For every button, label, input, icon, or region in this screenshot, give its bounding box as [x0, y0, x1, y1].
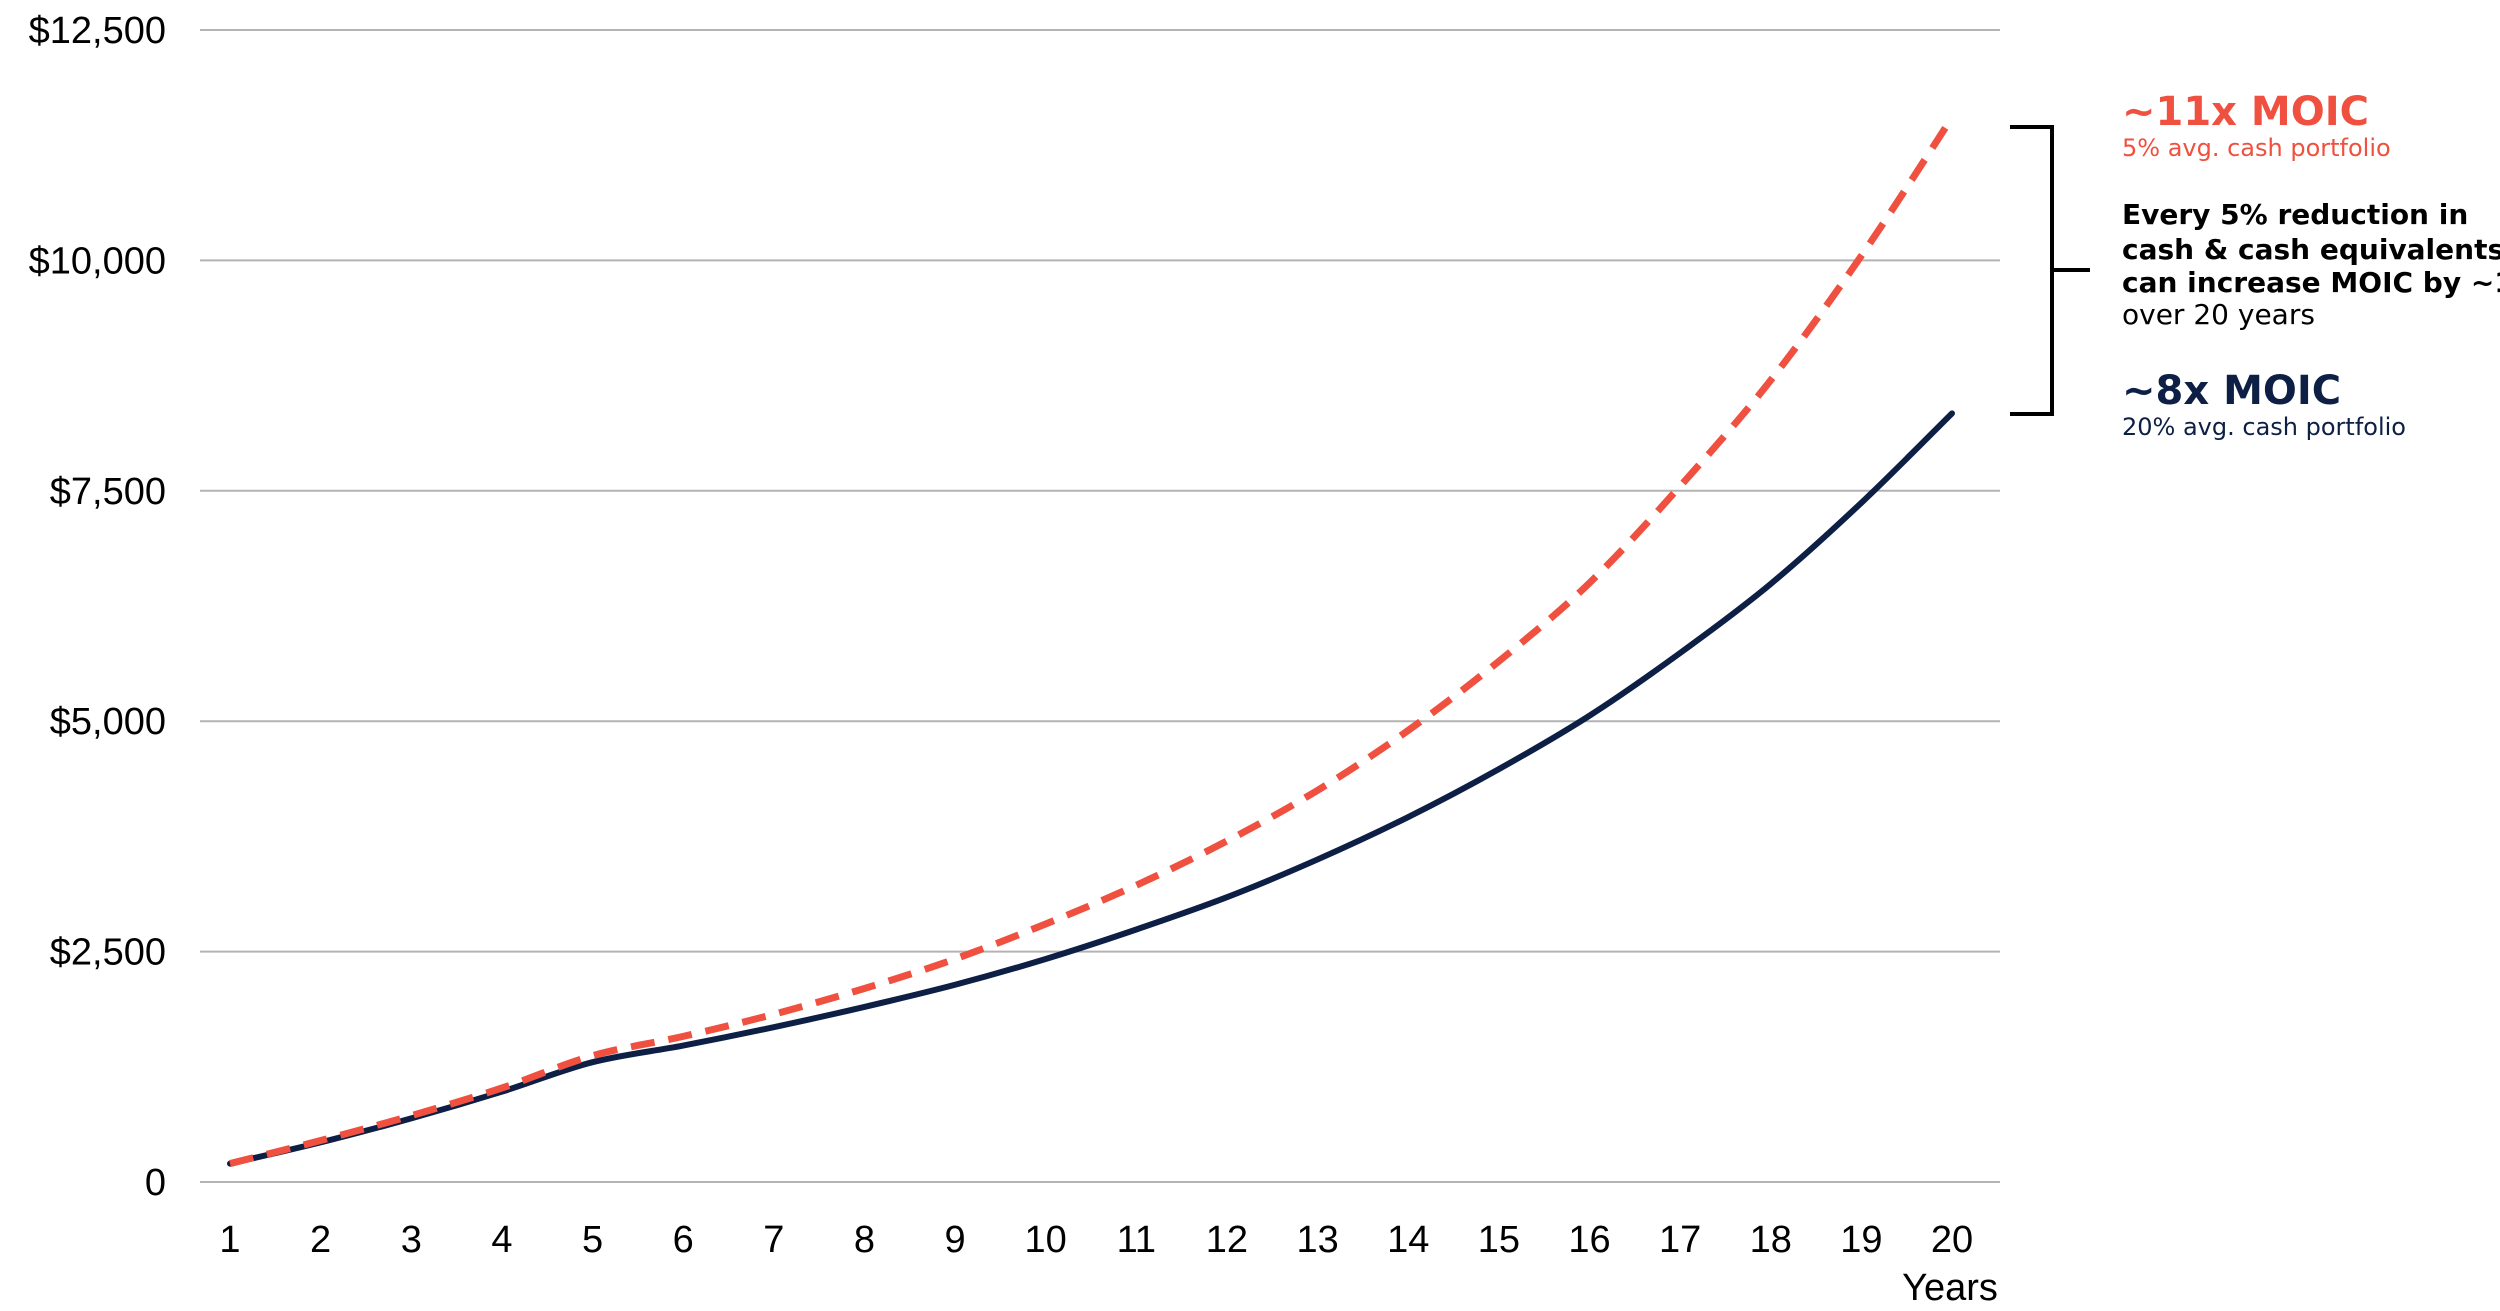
x-tick-label: 18 [1750, 1219, 1792, 1261]
y-tick-label: $7,500 [50, 471, 166, 513]
x-tick-label: 4 [491, 1219, 512, 1261]
x-tick-label: 1 [219, 1219, 240, 1261]
annotation-middle-line-3: can increase MOIC by ~1x [2122, 266, 2500, 299]
x-tick-label: 14 [1387, 1219, 1429, 1261]
x-tick-label: 15 [1478, 1219, 1520, 1261]
x-tick-label: 17 [1659, 1219, 1701, 1261]
x-tick-label: 7 [763, 1219, 784, 1261]
x-axis-ticks: 1 2 3 4 5 6 7 8 9 10 11 12 13 14 15 16 17 18 19 20 [219, 1219, 1973, 1261]
x-tick-label: 6 [673, 1219, 694, 1261]
annotation-middle-line-2: cash & cash equivalents [2122, 233, 2500, 266]
x-tick-label: 12 [1206, 1219, 1248, 1261]
annotation-bottom-subtitle: 20% avg. cash portfolio [2122, 413, 2406, 441]
series-line-cash5 [229, 115, 1955, 1167]
x-tick-label: 5 [582, 1219, 603, 1261]
annotation-top: ~11x MOIC 5% avg. cash portfolio [2122, 89, 2391, 162]
annotation-bracket [2010, 125, 2090, 416]
annotation-top-title: ~11x MOIC [2122, 89, 2369, 135]
x-tick-label: 3 [401, 1219, 422, 1261]
y-axis-ticks: 0 $2,500 $5,000 $7,500 $10,000 $12,500 [29, 10, 166, 1204]
x-tick-label: 8 [854, 1219, 875, 1261]
x-tick-label: 10 [1025, 1219, 1067, 1261]
series-line-cash20 [227, 410, 1955, 1167]
x-tick-label: 16 [1568, 1219, 1610, 1261]
x-tick-label: 9 [944, 1219, 965, 1261]
y-tick-label: $12,500 [29, 10, 166, 52]
series-lines [227, 115, 1955, 1167]
annotation-bottom-title: ~8x MOIC [2122, 368, 2341, 414]
y-tick-label: 0 [145, 1162, 166, 1204]
x-tick-label: 13 [1296, 1219, 1338, 1261]
annotation-middle-line-4: over 20 years [2122, 298, 2315, 331]
annotation-top-subtitle: 5% avg. cash portfolio [2122, 134, 2391, 162]
x-tick-label: 2 [310, 1219, 331, 1261]
grid-lines [200, 29, 2000, 1183]
x-tick-label: 19 [1840, 1219, 1882, 1261]
x-tick-label: 11 [1117, 1219, 1156, 1261]
annotation-middle-line-1: Every 5% reduction in [2122, 198, 2468, 231]
x-tick-label: 20 [1931, 1219, 1973, 1261]
y-tick-label: $10,000 [29, 240, 166, 282]
annotation-middle: Every 5% reduction in cash & cash equiva… [2122, 198, 2500, 331]
y-tick-label: $5,000 [50, 701, 166, 743]
annotation-bottom: ~8x MOIC 20% avg. cash portfolio [2122, 368, 2406, 441]
x-axis-label: Years [1902, 1267, 1998, 1309]
y-tick-label: $2,500 [50, 932, 166, 974]
